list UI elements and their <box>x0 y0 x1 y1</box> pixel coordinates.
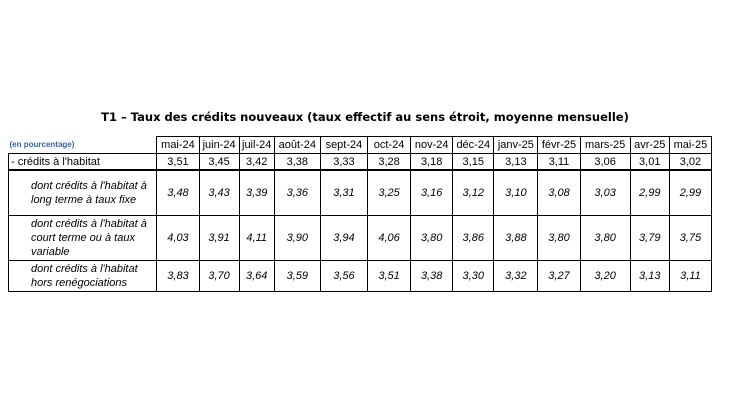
table-cell: 3,94 <box>319 215 368 261</box>
table-cell: 3,51 <box>156 153 200 171</box>
month-header: sept-24 <box>319 136 368 154</box>
table-cell: 3,03 <box>579 169 631 216</box>
table-cell: 3,30 <box>452 260 495 292</box>
table-cell: 3,70 <box>198 260 240 292</box>
table-cell: 3,16 <box>410 169 454 216</box>
table-cell: 3,42 <box>238 153 275 171</box>
table-cell: 4,11 <box>238 215 275 261</box>
month-header: févr-25 <box>537 136 581 154</box>
table-cell: 3,83 <box>156 260 200 292</box>
table-cell: 3,27 <box>537 260 581 292</box>
month-header: oct-24 <box>366 136 412 154</box>
table-cell: 3,33 <box>319 153 368 171</box>
table-cell: 3,01 <box>629 153 670 171</box>
table-cell: 3,80 <box>410 215 454 261</box>
table-cell: 3,79 <box>629 215 670 261</box>
table-cell: 3,02 <box>668 153 713 171</box>
table-cell: 3,88 <box>493 215 539 261</box>
table-row-long-terme: dont crédits à l'habitat à long terme à … <box>7 169 713 216</box>
table-cell: 3,59 <box>273 260 321 292</box>
table-cell: 3,06 <box>579 153 631 171</box>
table-cell: 3,91 <box>198 215 240 261</box>
month-header: juin-24 <box>198 136 240 154</box>
table-cell: 3,36 <box>273 169 321 216</box>
table-cell: 3,48 <box>156 169 200 216</box>
table-cell: 3,31 <box>319 169 368 216</box>
table-cell: 2,99 <box>629 169 670 216</box>
table-cell: 3,43 <box>198 169 240 216</box>
table-cell: 3,13 <box>493 153 539 171</box>
table-cell: 3,86 <box>452 215 495 261</box>
table-cell: 3,64 <box>238 260 275 292</box>
table-cell: 3,13 <box>629 260 670 292</box>
month-header: juil-24 <box>238 136 275 154</box>
table-cell: 3,45 <box>198 153 240 171</box>
month-header: mai-24 <box>156 136 200 154</box>
month-header: août-24 <box>273 136 321 154</box>
table-cell: 3,08 <box>537 169 581 216</box>
table-cell: 3,20 <box>579 260 631 292</box>
table-cell: 3,11 <box>537 153 581 171</box>
table-row-hors-renegociations: dont crédits à l'habitat hors renégociat… <box>7 260 713 292</box>
table-cell: 3,18 <box>410 153 454 171</box>
table-cell: 4,03 <box>156 215 200 261</box>
table-cell: 3,75 <box>668 215 713 261</box>
month-header: nov-24 <box>410 136 454 154</box>
table-cell: 3,39 <box>238 169 275 216</box>
header-row: (en pourcentage) mai-24 juin-24 juil-24 … <box>8 136 713 154</box>
table-cell: 3,38 <box>410 260 454 292</box>
table-cell: 3,28 <box>366 153 412 171</box>
month-header: mars-25 <box>579 136 631 154</box>
month-header: mai-25 <box>668 136 713 154</box>
table-cell: 3,10 <box>493 169 539 216</box>
table-cell: 3,38 <box>273 153 321 171</box>
table-cell: 3,80 <box>537 215 581 261</box>
month-header: janv-25 <box>493 136 539 154</box>
table-cell: 3,11 <box>668 260 713 292</box>
table-cell: 3,56 <box>319 260 368 292</box>
table-row-habitat: - crédits à l'habitat 3,51 3,45 3,42 3,3… <box>7 153 713 171</box>
month-header: déc-24 <box>452 136 495 154</box>
row-label: dont crédits à l'habitat à long terme à … <box>7 169 158 216</box>
table-title: T1 – Taux des crédits nouveaux (taux eff… <box>101 110 629 124</box>
month-header: avr-25 <box>629 136 670 154</box>
row-label: dont crédits à l'habitat hors renégociat… <box>7 260 158 292</box>
table-cell: 3,51 <box>366 260 412 292</box>
unit-label: (en pourcentage) <box>8 136 158 154</box>
table-cell: 2,99 <box>668 169 713 216</box>
rates-table: (en pourcentage) mai-24 juin-24 juil-24 … <box>7 136 713 292</box>
table-cell: 3,90 <box>273 215 321 261</box>
row-label: dont crédits à l'habitat à court terme o… <box>7 215 158 261</box>
row-label: - crédits à l'habitat <box>7 153 158 171</box>
table-cell: 3,80 <box>579 215 631 261</box>
table-cell: 3,12 <box>452 169 495 216</box>
table-cell: 3,32 <box>493 260 539 292</box>
table-cell: 3,25 <box>366 169 412 216</box>
table-row-court-terme: dont crédits à l'habitat à court terme o… <box>7 215 713 261</box>
table-cell: 3,15 <box>452 153 495 171</box>
table-cell: 4,06 <box>366 215 412 261</box>
